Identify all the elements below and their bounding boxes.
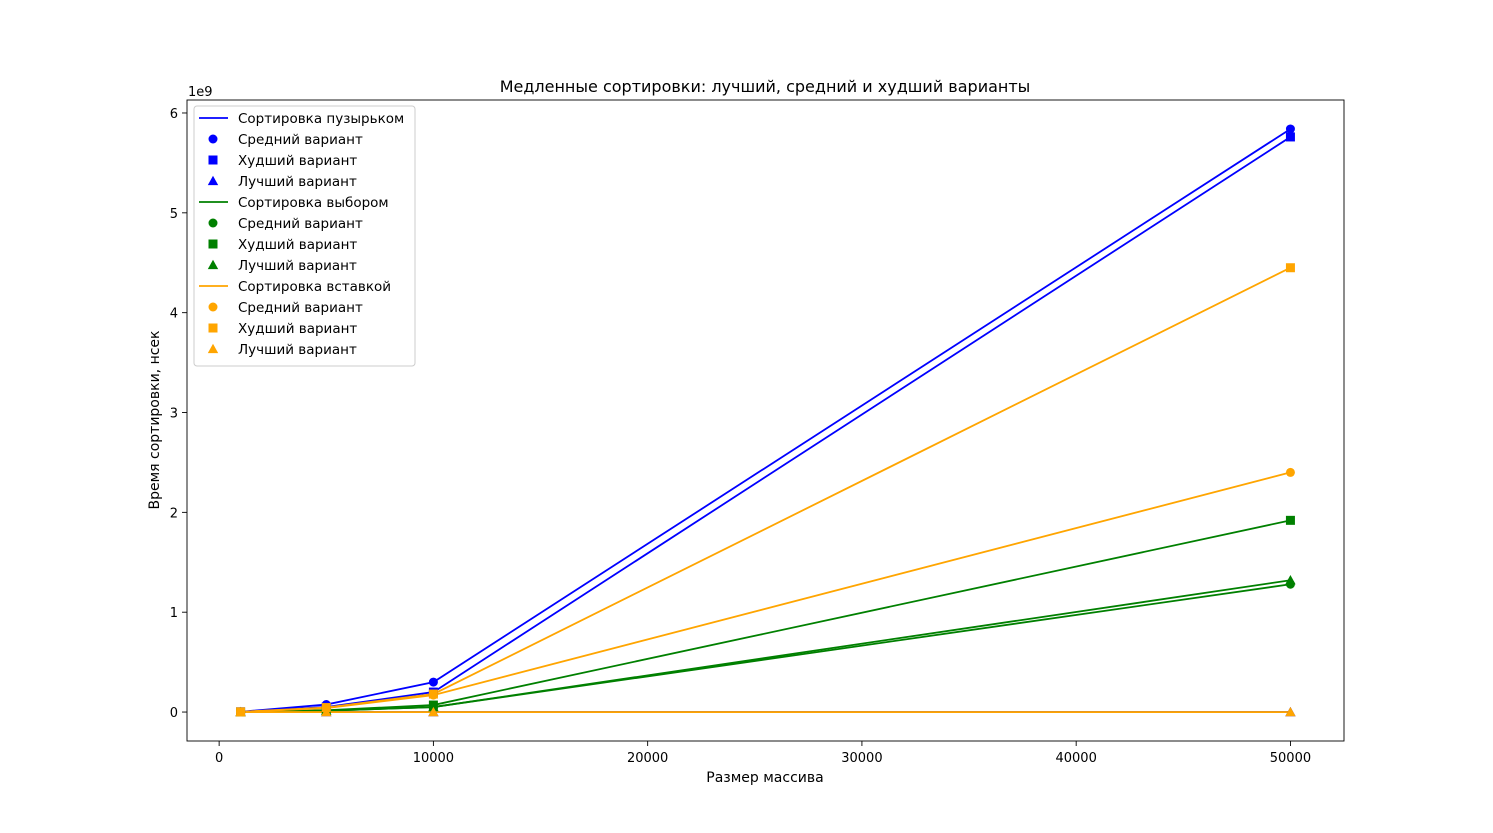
x-axis-label: Размер массива [706, 770, 823, 786]
legend-marker-1-1-label: Худший вариант [238, 237, 357, 253]
legend-marker-2-1-label: Худший вариант [238, 321, 357, 337]
data-point-2-2-1 [321, 706, 332, 717]
legend-marker-1-0-swatch [208, 218, 218, 228]
data-point-2-2-2 [428, 706, 439, 717]
y-tick-label-5: 5 [170, 207, 178, 222]
legend-marker-0-0-swatch [208, 134, 218, 144]
x-tick-label-4: 40000 [1055, 751, 1096, 766]
legend-marker-0-2-swatch [207, 175, 219, 186]
data-point-2-2-0 [235, 706, 246, 717]
legend-line-2-label: Сортировка вставкой [238, 279, 391, 295]
y-tick-label-1: 1 [170, 606, 178, 621]
legend-marker-1-2-swatch [207, 259, 219, 270]
y-tick-label-0: 0 [170, 706, 178, 721]
x-tick-label-1: 10000 [413, 751, 454, 766]
data-point-1-1-3 [1285, 515, 1295, 525]
legend-marker-1-1-swatch [208, 239, 218, 249]
data-point-0-1-3 [1285, 132, 1295, 142]
y-tick-label-4: 4 [170, 307, 178, 322]
x-tick-label-2: 20000 [627, 751, 668, 766]
legend-marker-2-2-swatch [207, 343, 219, 354]
y-tick-label-2: 2 [170, 506, 178, 521]
x-tick-label-3: 30000 [841, 751, 882, 766]
data-point-2-2-3 [1285, 706, 1296, 717]
legend-marker-1-2-label: Лучший вариант [238, 258, 357, 274]
legend-box [193, 105, 416, 367]
plot-frame [186, 99, 1345, 742]
y-axis-multiplier: 1e9 [188, 85, 213, 100]
legend-marker-1-0-label: Средний вариант [238, 216, 363, 232]
legend-marker-2-0-swatch [208, 302, 218, 312]
plot-area: 0 10000 20000 30000 40000 50000 0 1 2 3 4 5 6 [170, 99, 1345, 766]
data-point-2-0-3 [1285, 467, 1295, 477]
legend-marker-0-1-swatch [208, 155, 218, 165]
legend-marker-0-0-label: Средний вариант [238, 132, 363, 148]
legend-marker-2-0-label: Средний вариант [238, 300, 363, 316]
data-point-1-2-2 [428, 701, 439, 712]
series-line-0-0 [240, 128, 1291, 713]
data-point-2-1-3 [1285, 263, 1295, 273]
y-tick-label-6: 6 [170, 107, 178, 122]
legend-marker-0-2-label: Лучший вариант [238, 174, 357, 190]
chart-title: Медленные сортировки: лучший, средний и … [500, 77, 1031, 96]
data-point-2-1-2 [428, 689, 438, 699]
y-axis-label: Время сортировки, нсек [147, 330, 163, 509]
y-tick-label-3: 3 [170, 407, 178, 422]
legend-line-0-label: Сортировка пузырьком [238, 111, 404, 127]
legend: Сортировка пузырьком Средний вариант Худши… [193, 105, 416, 367]
series-line-2-1 [240, 266, 1291, 713]
legend-marker-0-1-label: Худший вариант [238, 153, 357, 169]
data-point-1-2-3 [1285, 575, 1296, 585]
data-point-0-0-3 [1285, 124, 1295, 134]
x-tick-label-5: 50000 [1270, 751, 1311, 766]
legend-marker-2-2-label: Лучший вариант [238, 342, 357, 358]
x-tick-label-0: 0 [215, 751, 223, 766]
legend-line-1-label: Сортировка выбором [238, 195, 389, 211]
legend-marker-2-1-swatch [208, 323, 218, 333]
data-point-0-0-2 [428, 677, 438, 687]
